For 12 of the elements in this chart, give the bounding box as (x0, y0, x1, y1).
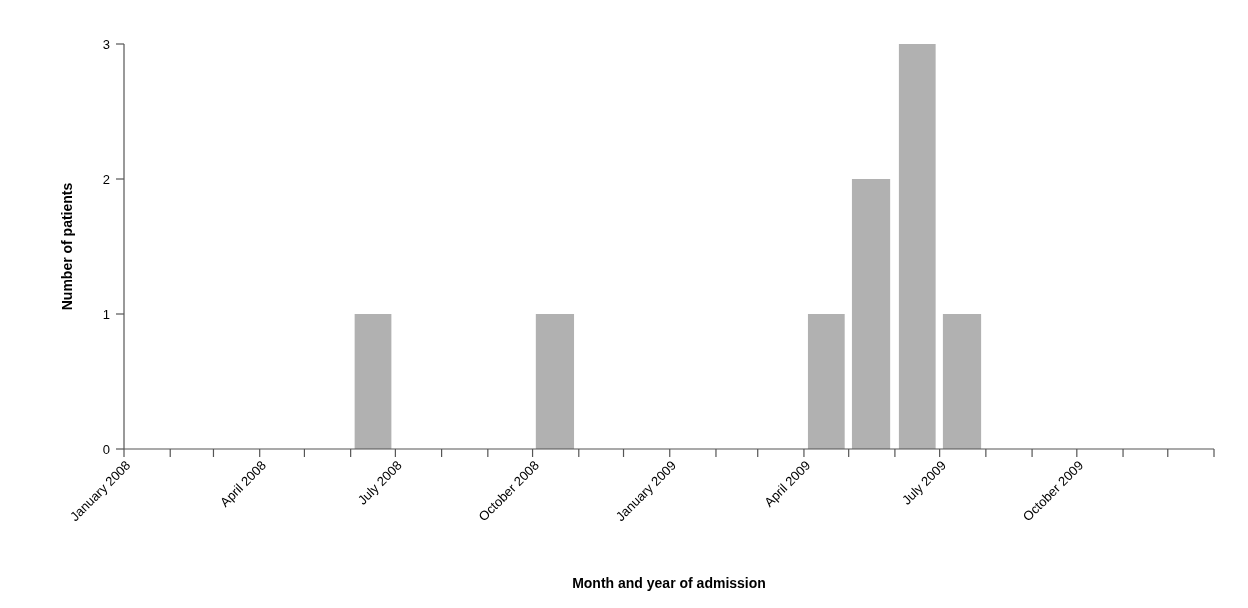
bar (535, 314, 575, 449)
y-tick-label: 3 (102, 36, 110, 52)
x-axis-title: Month and year of admission (572, 575, 766, 591)
bar (807, 314, 845, 449)
y-axis-title: Number of patients (59, 182, 75, 311)
bar (851, 179, 891, 449)
y-tick-label: 2 (102, 171, 110, 187)
y-tick-label: 1 (102, 306, 110, 322)
bar (354, 314, 392, 449)
y-tick-label: 0 (102, 441, 110, 457)
bar (898, 44, 936, 449)
bar (942, 314, 982, 449)
